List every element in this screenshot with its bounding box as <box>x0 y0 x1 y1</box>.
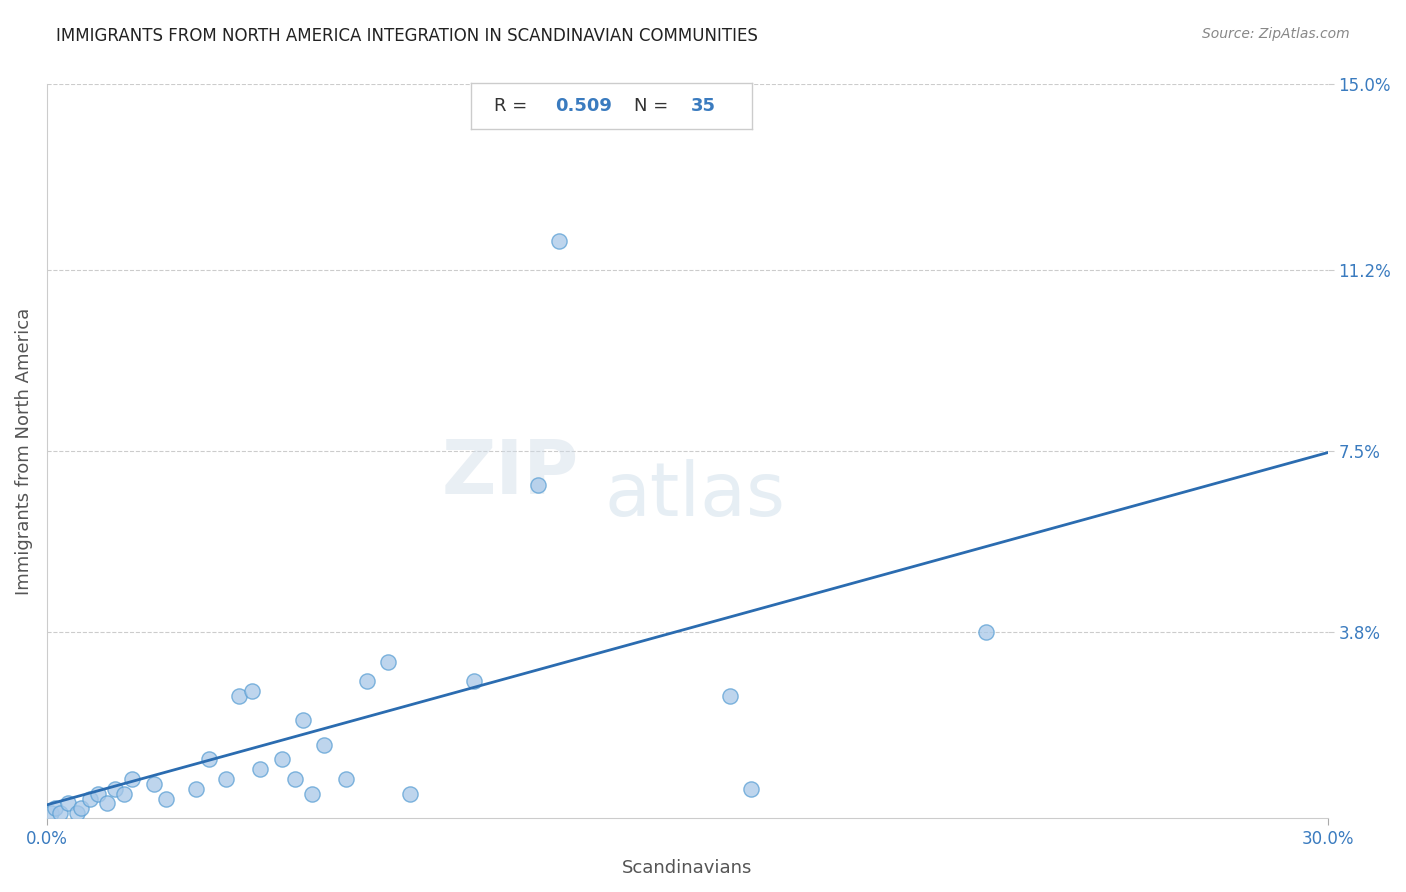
Point <box>79 791 101 805</box>
Point <box>87 787 110 801</box>
Point <box>112 787 135 801</box>
Point <box>356 674 378 689</box>
Point <box>44 801 66 815</box>
Point <box>398 787 420 801</box>
Point <box>270 752 292 766</box>
Text: Source: ZipAtlas.com: Source: ZipAtlas.com <box>1202 27 1350 41</box>
Point <box>121 772 143 786</box>
Point <box>240 684 263 698</box>
Point <box>155 791 177 805</box>
Point <box>974 625 997 640</box>
Text: R =: R = <box>494 97 533 115</box>
Point <box>66 806 89 821</box>
Point <box>96 797 118 811</box>
Text: 0.509: 0.509 <box>555 97 612 115</box>
Point <box>292 713 315 727</box>
Point <box>70 801 93 815</box>
Point <box>228 689 250 703</box>
Point <box>718 689 741 703</box>
Text: N =: N = <box>634 97 673 115</box>
Point <box>283 772 305 786</box>
Text: 35: 35 <box>690 97 716 115</box>
Point <box>527 478 550 492</box>
Point <box>463 674 485 689</box>
Point <box>58 797 80 811</box>
Text: IMMIGRANTS FROM NORTH AMERICA INTEGRATION IN SCANDINAVIAN COMMUNITIES: IMMIGRANTS FROM NORTH AMERICA INTEGRATIO… <box>56 27 758 45</box>
Point <box>215 772 238 786</box>
Point <box>377 655 399 669</box>
Point <box>249 762 271 776</box>
Point <box>198 752 221 766</box>
Point <box>335 772 357 786</box>
Point <box>104 781 127 796</box>
X-axis label: Scandinavians: Scandinavians <box>623 859 752 877</box>
Text: ZIP: ZIP <box>441 437 578 509</box>
Point <box>740 781 762 796</box>
Y-axis label: Immigrants from North America: Immigrants from North America <box>15 308 32 595</box>
Point <box>548 234 571 248</box>
Point <box>301 787 323 801</box>
Point <box>142 777 165 791</box>
Point <box>39 806 62 821</box>
Point <box>314 738 336 752</box>
Point <box>186 781 208 796</box>
Text: atlas: atlas <box>605 458 785 532</box>
Point <box>48 806 70 821</box>
